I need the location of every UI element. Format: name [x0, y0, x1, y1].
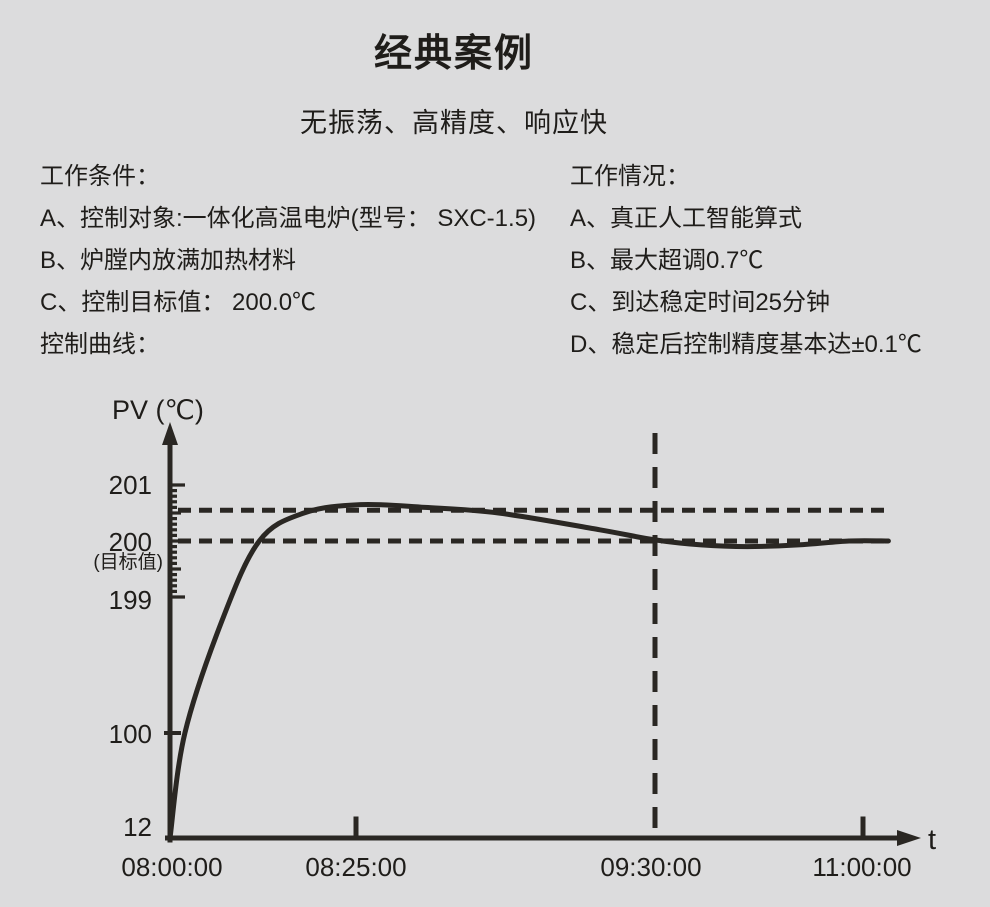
x-tick-label-1100: 11:00:00 [812, 852, 911, 882]
work-results-heading: 工作情况： [570, 163, 690, 190]
work-results-item-d: D、稳定后控制精度基本达±0.1℃ [570, 331, 922, 358]
work-conditions-item-c: C、控制目标值： 200.0℃ [40, 289, 317, 316]
x-tick-label-0825: 08:25:00 [305, 852, 406, 882]
y-tick-label-200: 200 [109, 527, 152, 557]
work-results-section: 工作情况： A、真正人工智能算式 B、最大超调0.7℃ C、到达稳定时间25分钟… [570, 156, 922, 366]
page-title: 经典案例 [373, 33, 534, 75]
work-conditions-section: 工作条件： A、控制对象:一体化高温电炉(型号： SXC-1.5) B、炉膛内放… [40, 156, 536, 366]
x-axis-title: t [928, 824, 936, 856]
y-axis-arrow [162, 422, 178, 445]
work-conditions-item-a: A、控制对象:一体化高温电炉(型号： SXC-1.5) [40, 205, 537, 232]
y-tick-label-12: 12 [123, 812, 152, 842]
work-conditions-item-b: B、炉膛内放满加热材料 [40, 247, 297, 274]
work-results-item-c: C、到达稳定时间25分钟 [570, 289, 831, 316]
work-results-item-a: A、真正人工智能算式 [570, 205, 803, 232]
y-tick-label-100: 100 [109, 719, 152, 749]
control-curve-caption: 控制曲线： [40, 331, 160, 358]
x-tick-label-0930: 09:30:00 [600, 852, 701, 882]
header: 经典案例 无振荡、高精度、响应快 [0, 22, 908, 140]
page-subtitle: 无振荡、高精度、响应快 [300, 108, 608, 138]
y-tick-label-201: 201 [109, 470, 152, 500]
work-conditions-heading: 工作条件： [40, 163, 160, 190]
control-curve-chart: PV (℃) 201 200 (目标值) 199 100 12 08:00:00… [93, 395, 936, 882]
x-tick-label-0800: 08:00:00 [121, 852, 222, 882]
pv-curve [167, 501, 891, 841]
x-axis-arrow [897, 830, 921, 846]
work-results-item-b: B、最大超调0.7℃ [570, 247, 764, 274]
y-axis-title: PV (℃) [112, 395, 204, 425]
y-tick-label-199: 199 [109, 585, 152, 615]
target-value-note: (目标值) [93, 551, 163, 573]
plot-geometry [162, 422, 921, 846]
